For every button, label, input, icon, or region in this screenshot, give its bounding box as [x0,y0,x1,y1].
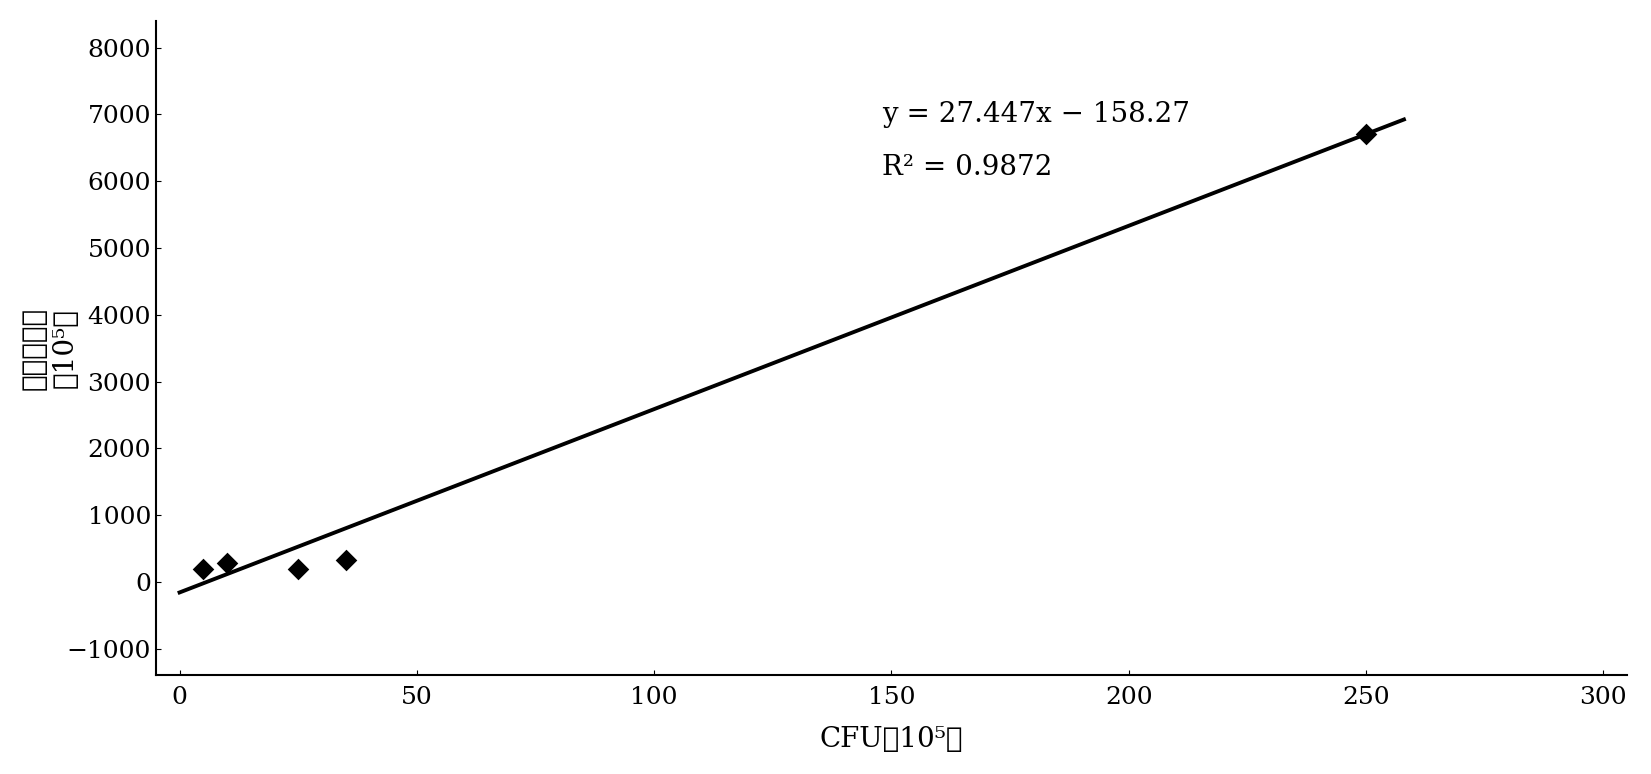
Point [332,553,358,566]
Point [286,563,312,575]
X-axis label: CFU（10⁵）: CFU（10⁵） [819,726,963,753]
Point [215,557,241,570]
Text: R² = 0.9872: R² = 0.9872 [882,155,1052,181]
Text: y = 27.447x − 158.27: y = 27.447x − 158.27 [882,101,1190,128]
Point [1352,128,1379,141]
Y-axis label: 荧光染色法
（10⁵）: 荧光染色法 （10⁵） [21,307,79,389]
Point [190,563,216,575]
